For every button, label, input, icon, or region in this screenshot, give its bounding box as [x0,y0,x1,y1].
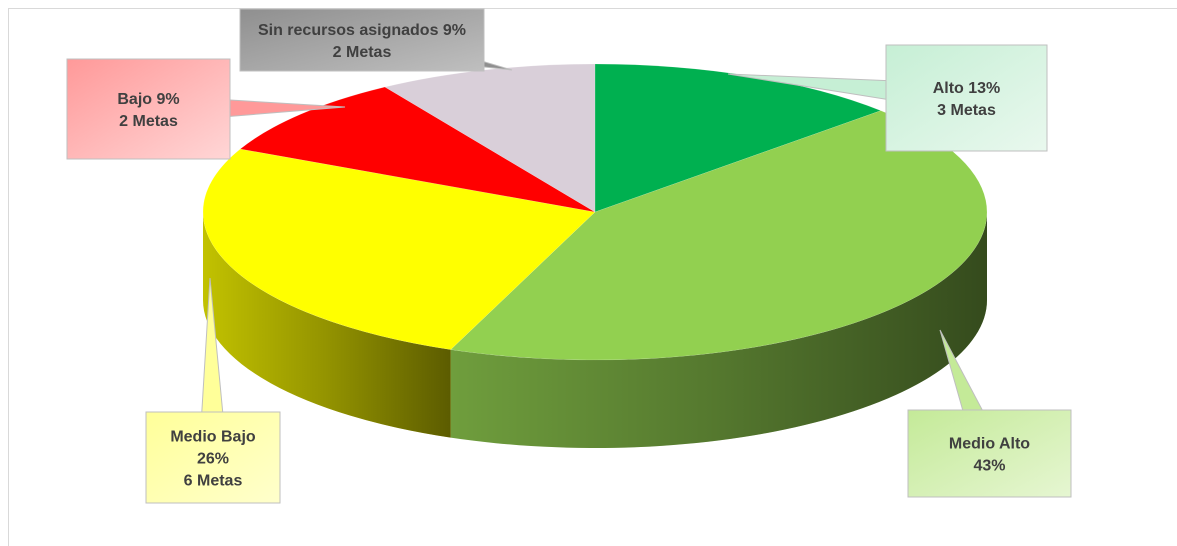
callout-label-line: Bajo 9% [117,91,179,108]
callout-label-line: 26% [197,451,229,468]
callout-sin-recursos-asignados: Sin recursos asignados 9% 2 Metas [239,8,513,72]
callout-label-line: Sin recursos asignados 9% [258,22,466,39]
pie-slice-bajo [239,86,596,213]
callout-bajo: Bajo 9% 2 Metas [66,58,346,160]
chart-frame-top [8,8,1177,9]
callout-label-line: Alto 13% [933,80,1001,97]
callout-alto: Alto 13% 3 Metas [727,44,1048,152]
callout-label-line: 2 Metas [119,113,178,130]
callout-medio-bajo: Medio Bajo 26% 6 Metas [145,277,281,504]
pie-side-medio-alto [450,212,987,448]
callout-box [239,8,485,72]
callout-label-line: 43% [973,458,1005,475]
callout-label-line: 3 Metas [937,102,996,119]
callout-box [907,409,1072,498]
pie-side-medio-bajo [202,212,451,438]
callout-box [66,58,231,160]
callout-medio-alto: Medio Alto 43% [907,329,1072,498]
callout-box [145,411,281,504]
callout-box [885,44,1048,152]
pie-slice-medio-alto [450,110,988,361]
callout-label-line: 6 Metas [184,473,243,490]
pie-slice-sin-recursos-asignados [384,63,596,213]
callout-label-line: 2 Metas [333,44,392,61]
pie-slice-medio-bajo [202,148,596,350]
callout-label-line: Medio Bajo [170,429,256,446]
chart-frame-left [8,8,9,546]
callout-label-line: Medio Alto [949,436,1030,453]
